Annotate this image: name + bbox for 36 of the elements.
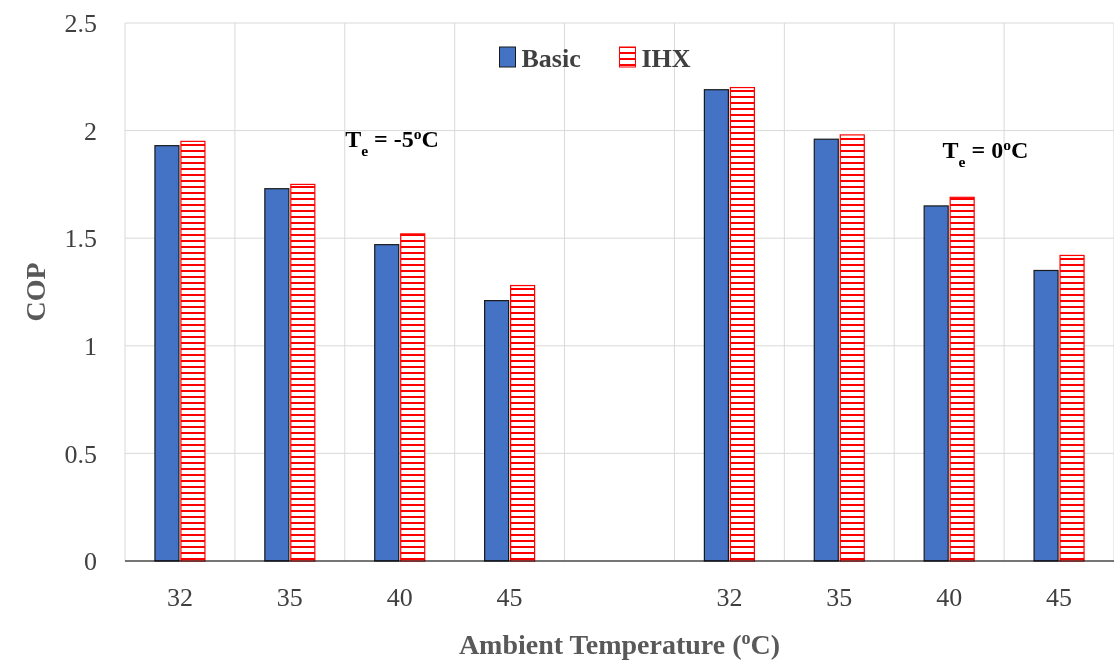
annotation: T$_{e}$ = 0$^{o}$C: [942, 135, 1029, 169]
y-tick-label: 2: [84, 116, 97, 146]
bar: [374, 244, 400, 562]
legend-label: Basic: [521, 44, 581, 74]
bar: [1059, 254, 1085, 562]
y-tick-label: 1: [84, 331, 97, 361]
bar: [839, 134, 865, 562]
bar: [813, 138, 839, 562]
x-tick-label: 40: [386, 583, 413, 612]
x-axis-title: Ambient Temperature ($^{o}$C): [458, 628, 781, 660]
y-tick-label: 0.5: [64, 439, 97, 469]
x-tick-label: 32: [166, 583, 193, 612]
bar: [1033, 269, 1059, 562]
legend-label: IHX: [641, 44, 691, 74]
x-tick-label: 45: [1046, 583, 1073, 612]
y-tick-label: 1.5: [64, 224, 97, 254]
x-tick-label: 35: [826, 583, 853, 612]
x-tick-label: 40: [936, 583, 963, 612]
bar: [949, 196, 975, 562]
bar: [180, 140, 206, 562]
bar: [923, 205, 949, 562]
x-tick-label: 32: [716, 583, 743, 612]
x-tick-label: 35: [276, 583, 303, 612]
bar: [154, 145, 180, 562]
y-tick-label: 2.5: [64, 9, 97, 39]
bar: [484, 300, 510, 562]
bar: [400, 233, 426, 562]
y-tick-label: 0: [84, 547, 97, 577]
bar: [729, 86, 755, 562]
bar: [264, 188, 290, 562]
y-axis-title: COP: [20, 262, 51, 322]
x-tick-label: 45: [496, 583, 523, 612]
annotation: T$_{e}$ = -5$^{o}$C: [345, 124, 439, 159]
bar: [290, 183, 316, 562]
bar: [510, 284, 536, 562]
bar: [703, 89, 729, 562]
